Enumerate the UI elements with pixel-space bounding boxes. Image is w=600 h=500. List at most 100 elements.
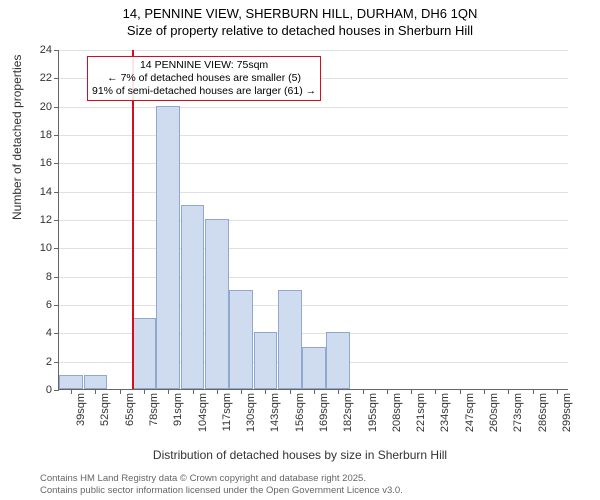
histogram-bar	[132, 318, 156, 389]
xtick-mark	[217, 389, 218, 394]
xtick-mark	[168, 389, 169, 394]
xtick-label: 234sqm	[439, 389, 451, 432]
chart-title: 14, PENNINE VIEW, SHERBURN HILL, DURHAM,…	[0, 0, 600, 40]
xtick-label: 273sqm	[512, 389, 524, 432]
xtick-mark	[533, 389, 534, 394]
annotation-line: 14 PENNINE VIEW: 75sqm	[92, 59, 316, 72]
ytick-label: 18	[22, 129, 52, 141]
xtick-mark	[338, 389, 339, 394]
gridline	[59, 107, 568, 108]
ytick-mark	[54, 277, 59, 278]
ytick-label: 24	[22, 44, 52, 56]
title-line-1: 14, PENNINE VIEW, SHERBURN HILL, DURHAM,…	[0, 6, 600, 23]
xtick-label: 299sqm	[561, 389, 573, 432]
xtick-mark	[435, 389, 436, 394]
annotation-box: 14 PENNINE VIEW: 75sqm← 7% of detached h…	[87, 56, 321, 101]
histogram-bar	[156, 106, 180, 389]
xtick-mark	[314, 389, 315, 394]
xtick-mark	[95, 389, 96, 394]
xtick-label: 143sqm	[269, 389, 281, 432]
histogram-bar	[181, 205, 205, 389]
histogram-bar	[326, 332, 350, 389]
gridline	[59, 135, 568, 136]
ytick-label: 16	[22, 157, 52, 169]
title-line-2: Size of property relative to detached ho…	[0, 23, 600, 40]
ytick-mark	[54, 333, 59, 334]
gridline	[59, 163, 568, 164]
xtick-mark	[557, 389, 558, 394]
histogram-bar	[205, 219, 229, 389]
ytick-label: 4	[22, 327, 52, 339]
annotation-line: ← 7% of detached houses are smaller (5)	[92, 72, 316, 85]
ytick-mark	[54, 163, 59, 164]
histogram-bar	[229, 290, 253, 389]
histogram-bar	[302, 347, 326, 390]
gridline	[59, 192, 568, 193]
xtick-mark	[411, 389, 412, 394]
ytick-mark	[54, 305, 59, 306]
xtick-label: 182sqm	[342, 389, 354, 432]
ytick-mark	[54, 135, 59, 136]
xtick-label: 104sqm	[197, 389, 209, 432]
gridline	[59, 50, 568, 51]
ytick-mark	[54, 192, 59, 193]
xtick-label: 260sqm	[488, 389, 500, 432]
xtick-label: 39sqm	[75, 389, 87, 426]
xtick-mark	[484, 389, 485, 394]
xtick-mark	[241, 389, 242, 394]
ytick-label: 22	[22, 72, 52, 84]
xtick-mark	[460, 389, 461, 394]
xtick-label: 65sqm	[124, 389, 136, 426]
ytick-mark	[54, 390, 59, 391]
gridline	[59, 277, 568, 278]
footer-line-2: Contains public sector information licen…	[40, 485, 403, 496]
histogram-bar	[59, 375, 83, 389]
ytick-mark	[54, 107, 59, 108]
xtick-mark	[120, 389, 121, 394]
gridline	[59, 305, 568, 306]
x-axis-label: Distribution of detached houses by size …	[0, 448, 600, 462]
ytick-label: 20	[22, 101, 52, 113]
xtick-label: 91sqm	[172, 389, 184, 426]
histogram-bar	[254, 332, 278, 389]
xtick-mark	[290, 389, 291, 394]
ytick-mark	[54, 220, 59, 221]
ytick-label: 14	[22, 186, 52, 198]
gridline	[59, 220, 568, 221]
xtick-mark	[508, 389, 509, 394]
xtick-label: 52sqm	[99, 389, 111, 426]
xtick-mark	[144, 389, 145, 394]
ytick-label: 12	[22, 214, 52, 226]
ytick-label: 6	[22, 299, 52, 311]
ytick-label: 0	[22, 384, 52, 396]
annotation-line: 91% of semi-detached houses are larger (…	[92, 85, 316, 98]
xtick-mark	[71, 389, 72, 394]
xtick-label: 130sqm	[245, 389, 257, 432]
histogram-bar	[278, 290, 302, 389]
xtick-mark	[387, 389, 388, 394]
ytick-label: 10	[22, 242, 52, 254]
ytick-mark	[54, 248, 59, 249]
xtick-mark	[193, 389, 194, 394]
xtick-mark	[363, 389, 364, 394]
xtick-label: 78sqm	[148, 389, 160, 426]
xtick-label: 156sqm	[294, 389, 306, 432]
xtick-label: 117sqm	[221, 389, 233, 431]
chart-plot-area: 39sqm52sqm65sqm78sqm91sqm104sqm117sqm130…	[58, 50, 568, 390]
xtick-label: 286sqm	[537, 389, 549, 432]
ytick-mark	[54, 78, 59, 79]
xtick-label: 221sqm	[415, 389, 427, 432]
footer-line-1: Contains HM Land Registry data © Crown c…	[40, 473, 403, 484]
ytick-label: 2	[22, 356, 52, 368]
ytick-label: 8	[22, 271, 52, 283]
attribution-footer: Contains HM Land Registry data © Crown c…	[40, 473, 403, 496]
xtick-label: 195sqm	[367, 389, 379, 432]
xtick-label: 247sqm	[464, 389, 476, 432]
xtick-label: 169sqm	[318, 389, 330, 432]
gridline	[59, 248, 568, 249]
ytick-mark	[54, 50, 59, 51]
ytick-mark	[54, 362, 59, 363]
xtick-mark	[265, 389, 266, 394]
histogram-bar	[84, 375, 108, 389]
xtick-label: 208sqm	[391, 389, 403, 432]
